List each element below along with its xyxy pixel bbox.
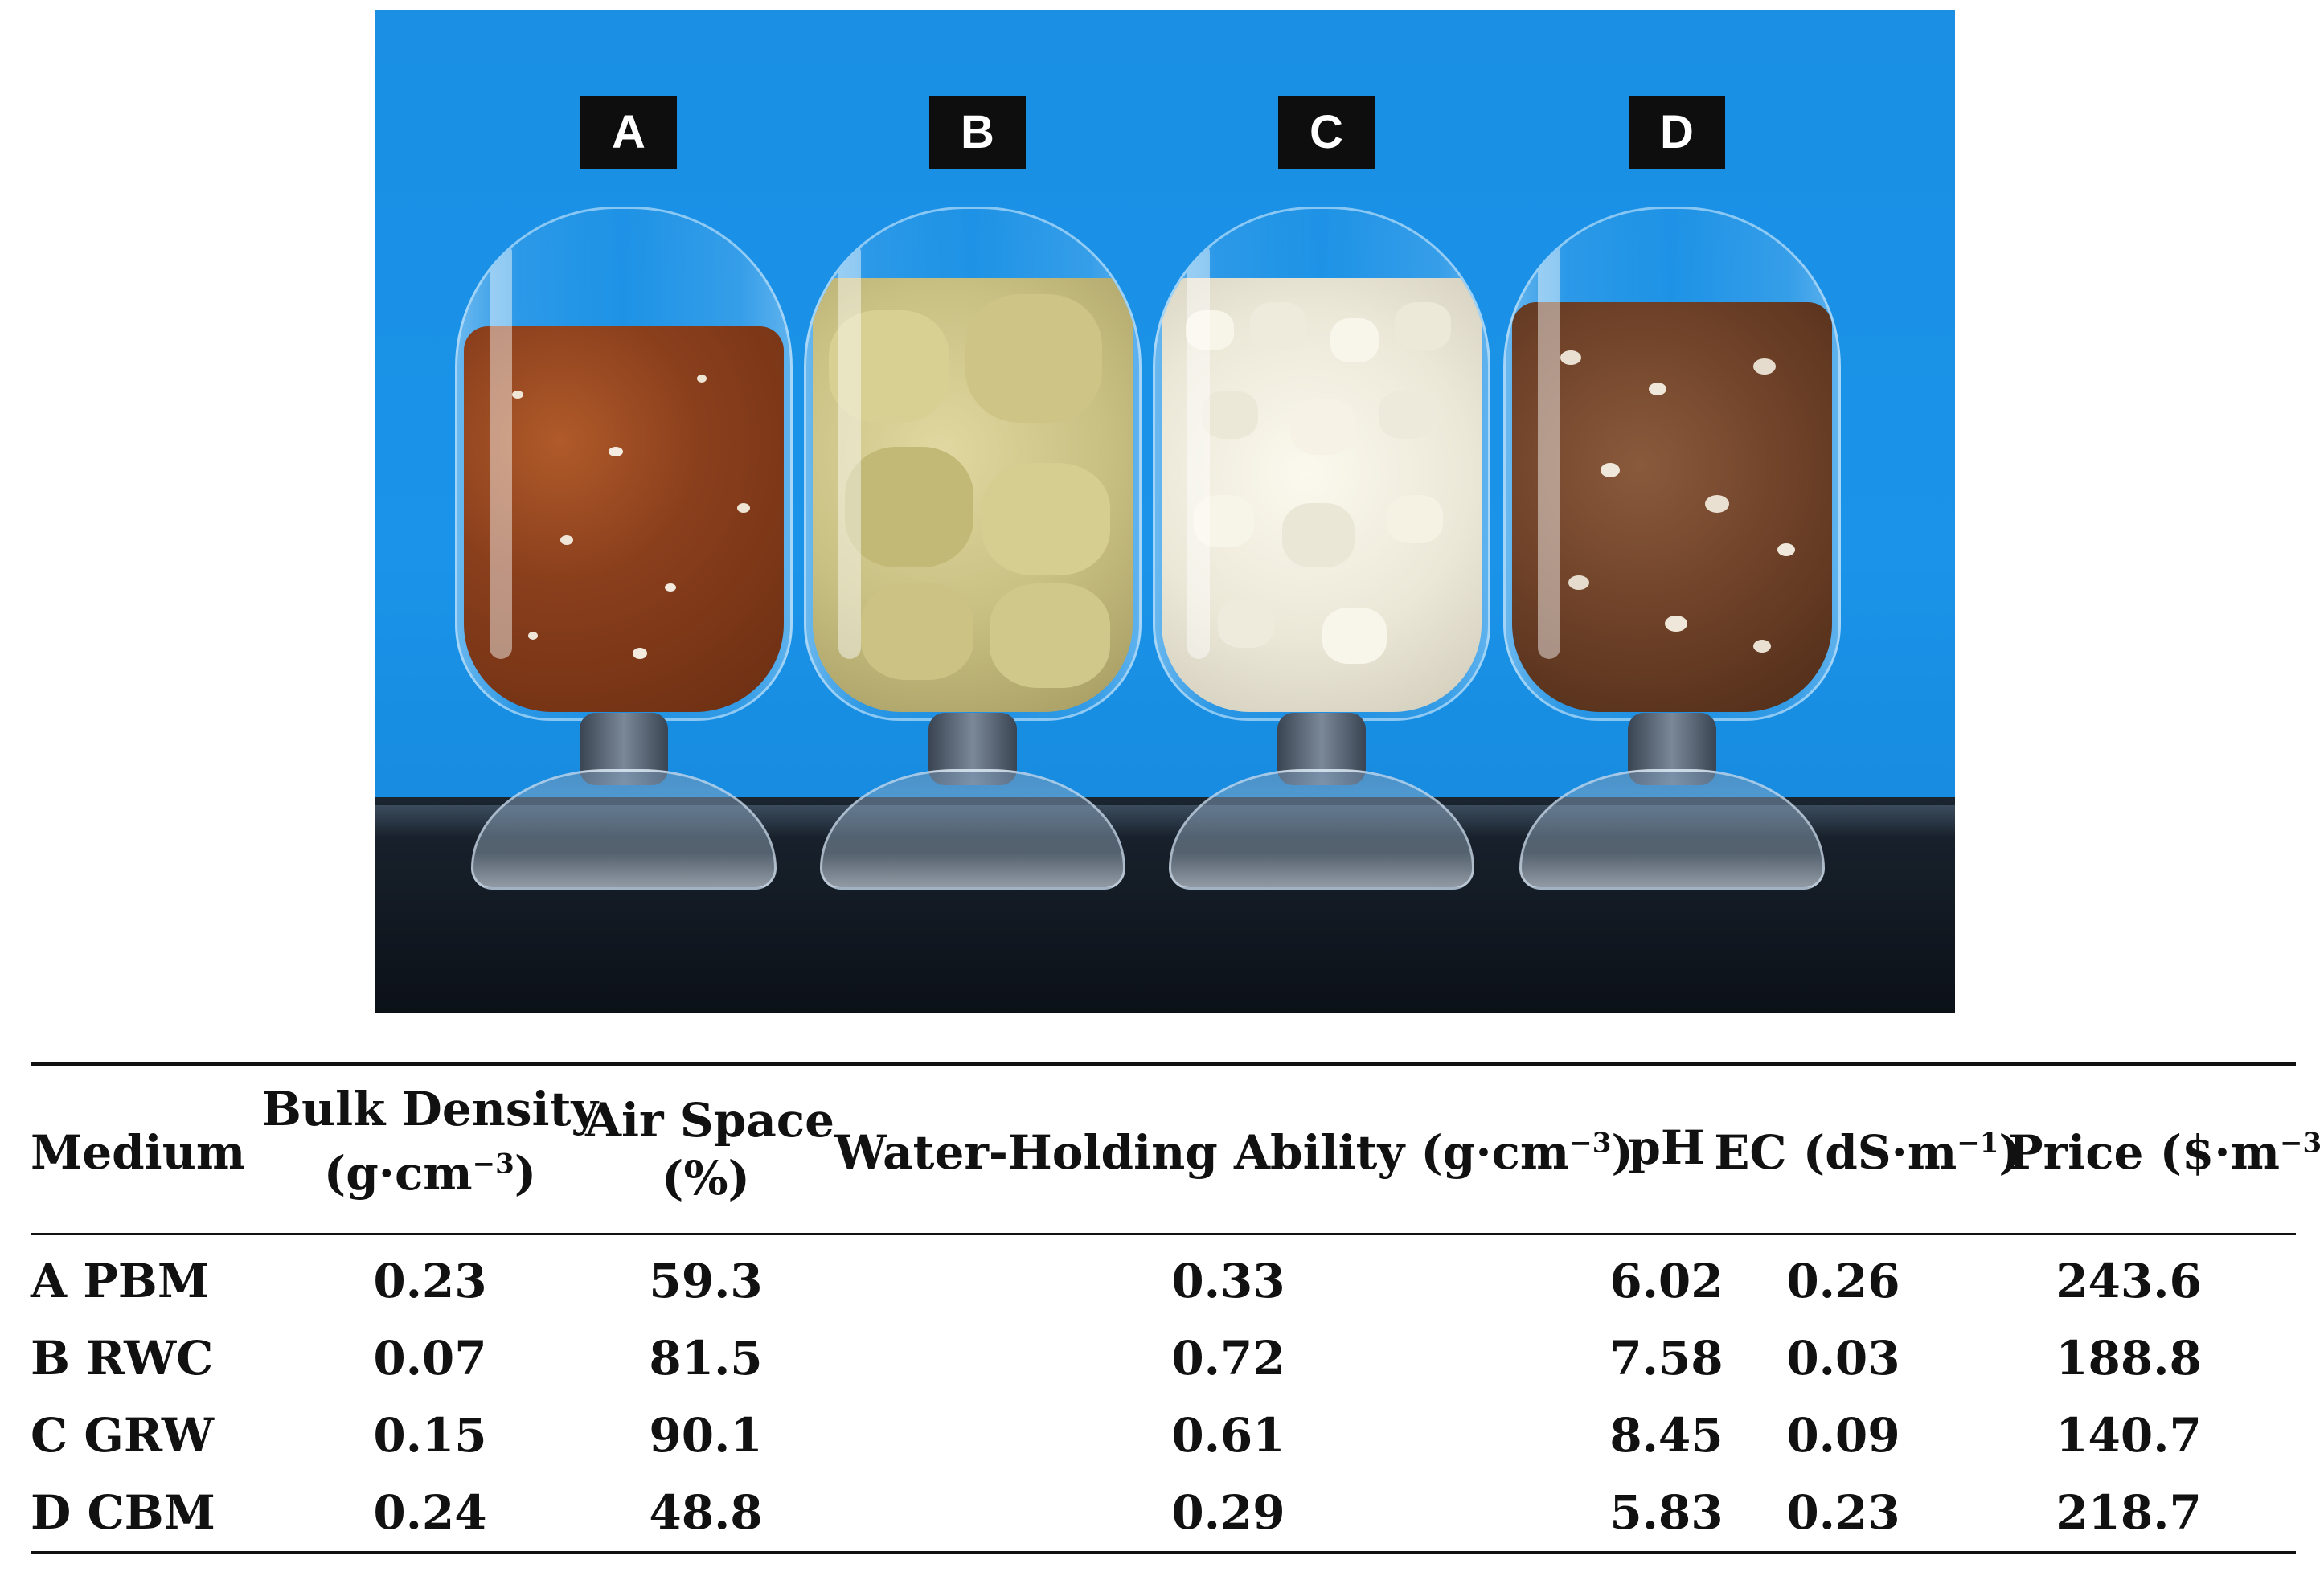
jar-d-cbm [1503, 207, 1841, 906]
cell-air-space: 90.1 [649, 1408, 763, 1463]
cell-ph: 5.83 [1609, 1485, 1724, 1540]
header-ph: pH [1628, 1120, 1705, 1175]
cell-medium: D CBM [31, 1485, 215, 1540]
cell-ph: 8.45 [1609, 1408, 1724, 1463]
medium-fill-cbm [1512, 302, 1832, 712]
cell-ec: 0.09 [1786, 1408, 1900, 1463]
label-tag-b: B [929, 96, 1026, 169]
cell-price: 188.8 [2056, 1331, 2202, 1386]
growing-media-photo: A B C D [375, 10, 1955, 1013]
medium-fill-rwc [813, 278, 1133, 712]
cell-bulk-density: 0.07 [373, 1331, 487, 1386]
cell-price: 243.6 [2056, 1254, 2202, 1308]
cell-price: 140.7 [2056, 1408, 2202, 1463]
jar-c-grw [1153, 207, 1490, 906]
cell-bulk-density: 0.24 [373, 1485, 487, 1540]
cell-air-space: 48.8 [649, 1485, 763, 1540]
cell-ec: 0.26 [1786, 1254, 1900, 1308]
label-tag-c: C [1278, 96, 1375, 169]
cell-air-space: 59.3 [649, 1254, 763, 1308]
cell-water-holding: 0.72 [1171, 1331, 1285, 1386]
cell-ph: 7.58 [1609, 1331, 1724, 1386]
medium-fill-grw [1162, 278, 1482, 712]
cell-bulk-density: 0.15 [373, 1408, 487, 1463]
table-top-rule [31, 1062, 2296, 1066]
cell-air-space: 81.5 [649, 1331, 763, 1386]
table-header-rule [31, 1233, 2296, 1235]
cell-ec: 0.03 [1786, 1331, 1900, 1386]
header-air-space-line1: Air Space [585, 1093, 835, 1148]
jar-a-pbm [455, 207, 793, 906]
cell-ph: 6.02 [1609, 1254, 1724, 1308]
header-air-space-line2: (%) [662, 1151, 750, 1206]
header-bulk-density-line1: Bulk Density [261, 1082, 599, 1136]
cell-medium: C GRW [31, 1408, 214, 1463]
cell-ec: 0.23 [1786, 1485, 1900, 1540]
label-tag-d: D [1629, 96, 1725, 169]
cell-water-holding: 0.29 [1171, 1485, 1285, 1540]
cell-price: 218.7 [2056, 1485, 2202, 1540]
cell-bulk-density: 0.23 [373, 1254, 487, 1308]
header-ec: EC (dS·m−1) [1714, 1125, 2021, 1180]
cell-medium: A PBM [31, 1254, 210, 1308]
header-bulk-density-line2: (g·cm−3) [323, 1146, 537, 1201]
cell-medium: B RWC [31, 1331, 214, 1386]
cell-water-holding: 0.33 [1171, 1254, 1285, 1308]
jar-b-rwc [804, 207, 1142, 906]
medium-fill-pbm [464, 326, 784, 712]
cell-water-holding: 0.61 [1171, 1408, 1285, 1463]
label-tag-a: A [580, 96, 677, 169]
table-bottom-rule [31, 1551, 2296, 1554]
header-price: Price ($·m−3) [2008, 1125, 2324, 1180]
header-medium: Medium [31, 1125, 246, 1180]
header-water-holding: Water-Holding Ability (g·cm−3) [834, 1125, 1633, 1180]
